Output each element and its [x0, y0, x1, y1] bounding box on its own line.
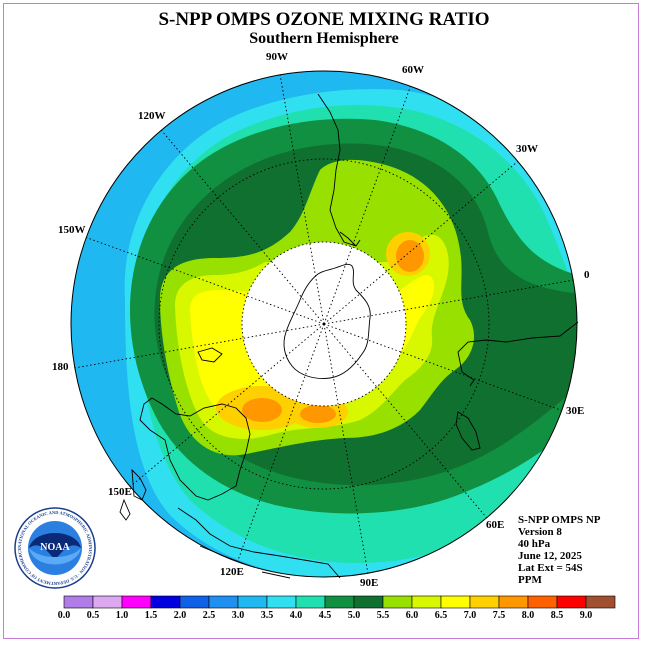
- colorbar-tick-label: 8.5: [551, 610, 564, 621]
- label-lon-90e: 90E: [360, 577, 378, 589]
- colorbar-swatch: [150, 595, 181, 609]
- label-lon-150e: 150E: [108, 486, 132, 498]
- colorbar: 0.0 0.5 1.0 1.5 2.0 2.5 3.0 3.5 4.0 4.5 5.0 5.5 6.0 6…: [58, 595, 616, 621]
- coastlines: [119, 93, 579, 579]
- colorbar-swatch: [237, 595, 268, 609]
- longitude-labels: 0 30E 60E 90E 120E 150E 180 150W 120W 90…: [52, 51, 590, 589]
- madagascar-outline: [455, 411, 481, 451]
- colorbar-swatch: [295, 595, 326, 609]
- colorbar-swatch: [411, 595, 442, 609]
- label-lon-120e: 120E: [220, 566, 244, 578]
- colorbar-swatch: [527, 595, 558, 609]
- colorbar-swatch: [179, 595, 210, 609]
- label-lon-180: 180: [52, 361, 69, 373]
- info-lat-ext: Lat Ext = 54S: [518, 562, 583, 574]
- colorbar-tick-label: 3.5: [261, 610, 274, 621]
- colorbar-swatch: [556, 595, 587, 609]
- colorbar-tick-label: 3.0: [232, 610, 245, 621]
- colorbar-swatch: [469, 595, 500, 609]
- colorbar-tick-label: 0.0: [58, 610, 71, 621]
- colorbar-tick-label: 5.5: [377, 610, 390, 621]
- map-subtitle: Southern Hemisphere: [249, 30, 399, 47]
- colorbar-tick-label: 4.0: [290, 610, 303, 621]
- colorbar-tick-label: 8.0: [522, 610, 535, 621]
- latitude-circle: [241, 241, 407, 407]
- label-lon-120w: 120W: [138, 110, 166, 122]
- antarctica-outline: [283, 263, 371, 379]
- info-units: PPM: [518, 574, 542, 586]
- colorbar-tick-label: 2.0: [174, 610, 187, 621]
- colorbar-tick-label: 0.5: [87, 610, 100, 621]
- colorbar-tick-label: 4.5: [319, 610, 332, 621]
- colorbar-swatch: [266, 595, 297, 609]
- contour-7-5-south: [242, 398, 282, 422]
- colorbar-swatch: [324, 595, 355, 609]
- colorbar-tick-label: 7.0: [464, 610, 477, 621]
- info-panel: S-NPP OMPS NP Version 8 40 hPa June 12, …: [518, 514, 601, 586]
- latitude-circle: [158, 158, 490, 490]
- label-lon-30e: 30E: [566, 405, 584, 417]
- graticule: [74, 74, 574, 574]
- colorbar-tick-label: 1.5: [145, 610, 158, 621]
- label-lon-30w: 30W: [516, 143, 538, 155]
- map-title: S-NPP OMPS OZONE MIXING RATIO: [158, 9, 490, 30]
- colorbar-tick-label: 5.0: [348, 610, 361, 621]
- colorbar-swatch: [585, 595, 616, 609]
- info-version: Version 8: [518, 526, 562, 538]
- colorbar-tick-label: 6.0: [406, 610, 419, 621]
- colorbar-swatch: [121, 595, 152, 609]
- noaa-logo: NATIONAL OCEANIC AND ATMOSPHERIC ADMINIS…: [14, 507, 96, 589]
- tasmania-outline: [197, 347, 223, 363]
- contour-7-5-south2: [300, 405, 336, 423]
- label-lon-0: 0: [584, 269, 590, 281]
- info-instrument: S-NPP OMPS NP: [518, 514, 601, 526]
- contour-7-5-east: [396, 240, 424, 272]
- contour-6-5-west: [205, 290, 245, 326]
- logo-text: NOAA: [40, 542, 70, 553]
- colorbar-tick-label: 1.0: [116, 610, 129, 621]
- africa-outline: [457, 321, 579, 387]
- map-boundary: [70, 70, 578, 578]
- info-pressure: 40 hPa: [518, 538, 551, 550]
- colorbar-tick-label: 6.5: [435, 610, 448, 621]
- colorbar-swatch: [208, 595, 239, 609]
- south-america-outline: [317, 93, 361, 247]
- label-lon-60w: 60W: [402, 64, 424, 76]
- label-lon-90w: 90W: [266, 51, 288, 63]
- colorbar-tick-label: 2.5: [203, 610, 216, 621]
- info-date: June 12, 2025: [518, 550, 582, 562]
- australia-outline: [139, 397, 251, 501]
- colorbar-tick-label: 9.0: [580, 610, 593, 621]
- colorbar-swatch: [92, 595, 123, 609]
- colorbar-swatch: [382, 595, 413, 609]
- new-zealand-outline: [119, 468, 147, 521]
- label-lon-150w: 150W: [58, 224, 86, 236]
- colorbar-tick-label: 7.5: [493, 610, 506, 621]
- colorbar-swatch: [498, 595, 529, 609]
- colorbar-swatch: [440, 595, 471, 609]
- colorbar-swatch: [353, 595, 384, 609]
- colorbar-swatch: [63, 595, 94, 609]
- label-lon-60e: 60E: [486, 519, 504, 531]
